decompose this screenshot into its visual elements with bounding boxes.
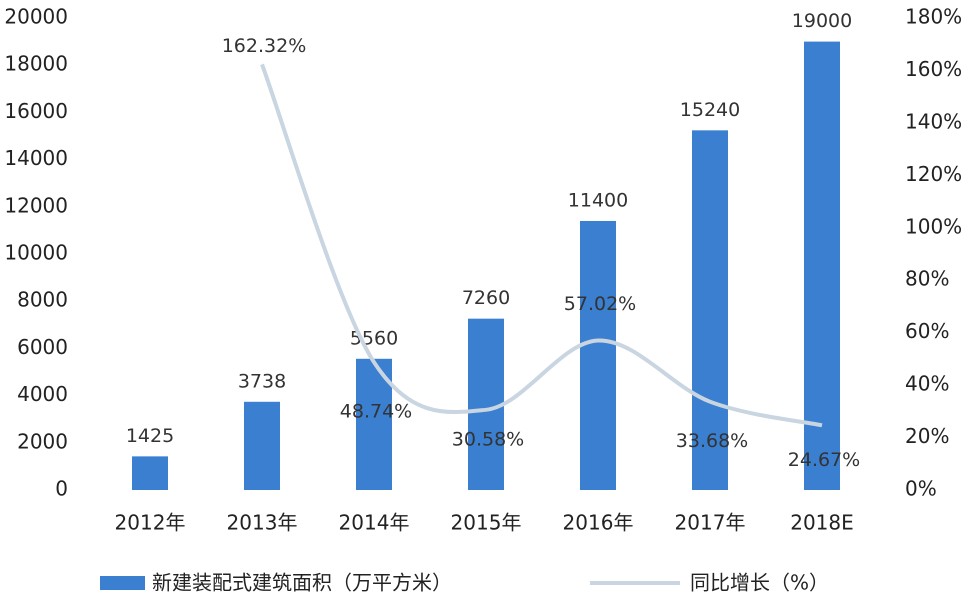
bar xyxy=(692,130,728,490)
x-tick-label: 2015年 xyxy=(451,511,522,535)
bar xyxy=(804,41,840,490)
legend-swatch xyxy=(100,576,145,590)
bar xyxy=(468,318,504,490)
bar-value-label: 11400 xyxy=(568,189,628,211)
line-value-label: 33.68% xyxy=(676,430,748,452)
y-tick-label: 8000 xyxy=(17,288,68,312)
y-tick-label: 2000 xyxy=(17,429,68,453)
y-tick-label: 6000 xyxy=(17,335,68,359)
y-tick-label: 0 xyxy=(55,477,68,501)
line-value-label: 162.32% xyxy=(222,35,307,57)
y2-tick-label: 0% xyxy=(905,477,937,501)
y2-tick-label: 80% xyxy=(905,267,949,291)
x-tick-label: 2012年 xyxy=(115,511,186,535)
y2-tick-label: 40% xyxy=(905,372,949,396)
line-value-label: 48.74% xyxy=(340,401,412,423)
x-tick-label: 2014年 xyxy=(339,511,410,535)
y-tick-label: 20000 xyxy=(4,5,68,29)
y2-tick-label: 180% xyxy=(905,5,962,29)
bar-value-label: 3738 xyxy=(238,370,286,392)
bar xyxy=(132,456,168,490)
legend-label: 新建装配式建筑面积（万平方米） xyxy=(152,571,452,595)
line xyxy=(260,63,823,428)
y2-tick-label: 20% xyxy=(905,424,949,448)
x-tick-label: 2018E xyxy=(790,511,854,535)
y2-tick-label: 120% xyxy=(905,162,962,186)
bar-value-label: 15240 xyxy=(680,99,740,121)
x-tick-label: 2013年 xyxy=(227,511,298,535)
y-tick-label: 18000 xyxy=(4,52,68,76)
bar xyxy=(244,401,280,490)
bar-value-label: 1425 xyxy=(126,425,174,447)
line-value-label: 24.67% xyxy=(788,449,860,471)
bar xyxy=(580,220,616,490)
y2-tick-label: 140% xyxy=(905,109,962,133)
y-tick-label: 4000 xyxy=(17,382,68,406)
y-tick-label: 12000 xyxy=(4,193,68,217)
x-tick-label: 2017年 xyxy=(675,511,746,535)
y2-tick-label: 100% xyxy=(905,214,962,238)
y-tick-label: 14000 xyxy=(4,146,68,170)
bar-value-label: 7260 xyxy=(462,287,510,309)
y2-tick-label: 160% xyxy=(905,57,962,81)
y-tick-label: 10000 xyxy=(4,241,68,265)
line-value-label: 57.02% xyxy=(564,293,636,315)
y2-tick-label: 60% xyxy=(905,319,949,343)
line-value-label: 30.58% xyxy=(452,428,524,450)
bar-value-label: 19000 xyxy=(792,10,852,32)
y-tick-label: 16000 xyxy=(4,99,68,123)
legend-label: 同比增长（%） xyxy=(690,571,829,595)
x-tick-label: 2016年 xyxy=(563,511,634,535)
